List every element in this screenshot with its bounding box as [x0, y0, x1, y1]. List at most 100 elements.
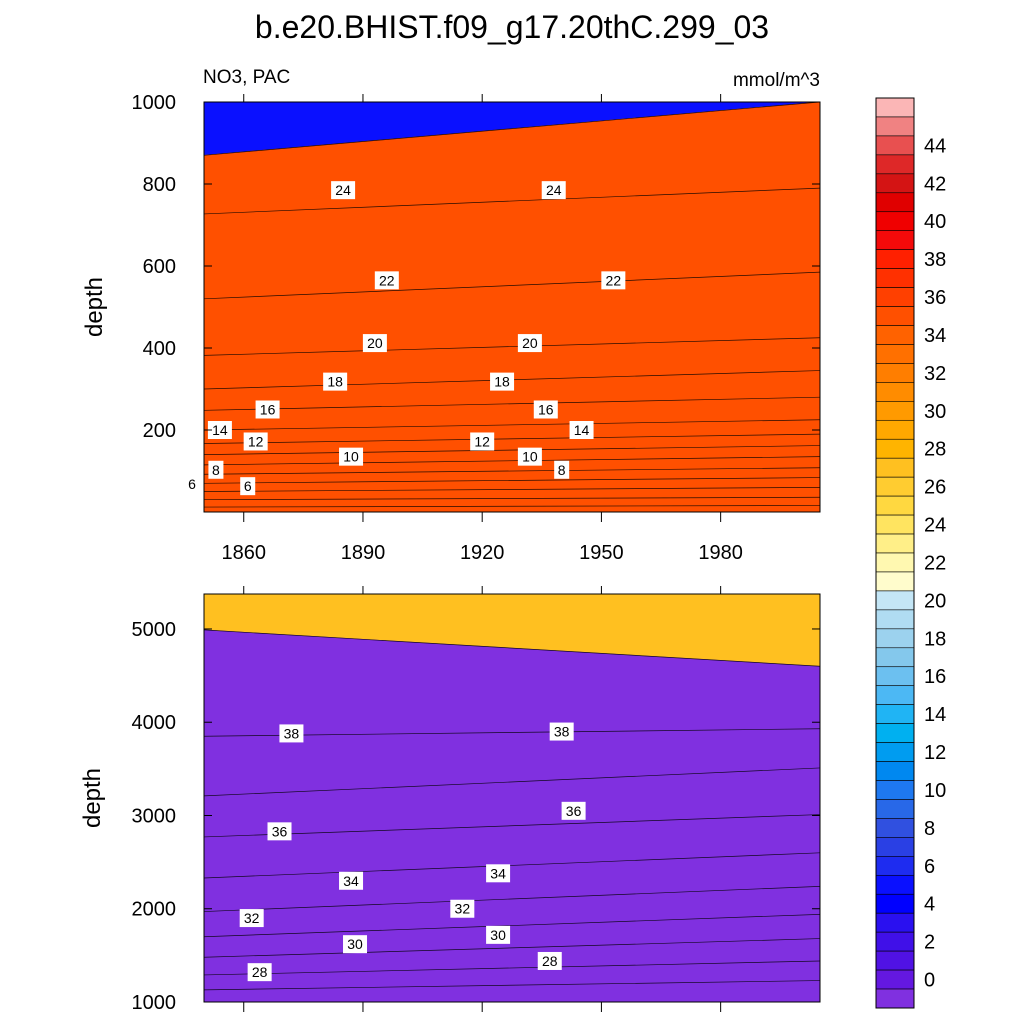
top-plot-frame [203, 101, 821, 513]
contour-line [203, 433, 821, 444]
svg-text:22: 22 [379, 272, 395, 288]
svg-text:14: 14 [574, 422, 590, 438]
svg-text:36: 36 [272, 823, 288, 839]
colorbar-swatch [875, 249, 915, 269]
colorbar-tick-label: 44 [924, 135, 946, 157]
colorbar-tick-label: 6 [924, 856, 935, 878]
top-y-axis-label: depth [81, 277, 108, 337]
x-tick: 1980 [698, 94, 743, 564]
contour-line [203, 960, 821, 976]
svg-text:24: 24 [335, 182, 351, 198]
panel-variable-label: NO3, PAC [203, 67, 290, 88]
svg-text:34: 34 [343, 873, 359, 889]
contour-label: 38 [279, 724, 304, 743]
colorbar-swatch [875, 514, 915, 535]
bottom-contour-labels: 28 28 30 30 32 32 34 34 36 36 38 38 [239, 722, 586, 982]
colorbar-swatch [875, 192, 915, 213]
contour-line [203, 814, 821, 838]
colorbar-swatch [875, 476, 915, 497]
contour-band [203, 101, 821, 513]
svg-text:16: 16 [260, 402, 276, 418]
contour-label: 20 [362, 334, 387, 353]
contour-label: 30 [343, 935, 368, 954]
svg-text:4000: 4000 [132, 712, 177, 734]
colorbar-tick-label: 14 [924, 704, 946, 726]
svg-text:2000: 2000 [132, 899, 177, 921]
y-tick: 400 [143, 338, 820, 360]
colorbar-tick-label: 16 [924, 666, 946, 688]
svg-text:18: 18 [327, 374, 343, 390]
contour-label: 30 [486, 925, 511, 944]
colorbar-swatch [875, 874, 915, 895]
y-tick: 800 [143, 174, 820, 196]
contour-line [203, 487, 821, 492]
contour-line [203, 456, 821, 466]
contour-label: 34 [339, 871, 364, 890]
x-tick: 1950 [579, 94, 624, 564]
contour-line [203, 467, 821, 475]
colorbar-swatch [875, 931, 915, 952]
colorbar-tick-label: 22 [924, 553, 946, 575]
contour-line [203, 271, 821, 300]
colorbar-tick-label: 38 [924, 249, 946, 271]
colorbar-swatch [875, 571, 915, 592]
y-tick: 600 [143, 256, 820, 278]
bottom-y-axis-label: depth [79, 768, 106, 828]
colorbar-swatch [875, 116, 915, 137]
contour-label: 20 [517, 334, 542, 353]
colorbar-tick-label: 4 [924, 894, 935, 916]
svg-text:6: 6 [188, 476, 196, 492]
svg-text:8: 8 [212, 462, 220, 478]
colorbar-swatch [875, 97, 915, 118]
y-tick: 2000 [132, 899, 820, 921]
svg-text:12: 12 [248, 433, 264, 449]
colorbar-swatch [875, 685, 915, 705]
contour-line [203, 445, 821, 455]
svg-text:30: 30 [347, 936, 363, 952]
contour-label: 6 [184, 475, 200, 494]
svg-text:30: 30 [490, 927, 506, 943]
y-tick: 4000 [132, 712, 820, 734]
svg-text:20: 20 [367, 335, 383, 351]
y-tick: 200 [143, 420, 820, 442]
svg-text:20: 20 [522, 335, 538, 351]
svg-text:18: 18 [494, 374, 510, 390]
colorbar-tick-label: 12 [924, 742, 946, 764]
svg-text:200: 200 [143, 420, 176, 442]
colorbar-tick-label: 40 [924, 211, 946, 233]
contour-line [203, 767, 821, 797]
y-tick: 3000 [132, 805, 820, 827]
x-tick: 1860 [221, 94, 266, 564]
bottom-contour-fills [203, 593, 821, 1003]
svg-text:38: 38 [554, 724, 570, 740]
colorbar-tick-label: 24 [924, 515, 946, 537]
figure-title: b.e20.BHIST.f09_g17.20thC.299_03 [255, 9, 769, 45]
colorbar-swatch [875, 173, 915, 194]
contour-label: 24 [541, 181, 566, 200]
x-tick: 1920 [460, 94, 504, 564]
svg-text:36: 36 [566, 803, 582, 819]
svg-text:1980: 1980 [698, 542, 743, 564]
colorbar-tick-label: 8 [924, 818, 935, 840]
svg-text:24: 24 [546, 182, 562, 198]
contour-label: 28 [537, 951, 562, 970]
colorbar-swatch [875, 268, 915, 288]
colorbar-tick-label: 2 [924, 932, 935, 954]
colorbar-swatch [875, 495, 915, 516]
contour-line [203, 396, 821, 411]
contour-label: 16 [533, 400, 558, 419]
contour-label: 22 [374, 271, 399, 290]
colorbar-swatch [875, 647, 915, 668]
contour-label: 6 [240, 477, 256, 496]
colorbar-swatch [875, 704, 915, 724]
colorbar-swatch [875, 780, 915, 800]
colorbar-tick-label: 30 [924, 401, 946, 423]
contour-band [203, 629, 821, 1003]
colorbar-swatch [875, 438, 915, 459]
colorbar-swatch [875, 401, 915, 421]
y-tick: 1000 [132, 992, 820, 1014]
svg-text:6: 6 [244, 478, 252, 494]
contour-label: 18 [323, 372, 348, 391]
contour-label: 34 [486, 864, 511, 883]
